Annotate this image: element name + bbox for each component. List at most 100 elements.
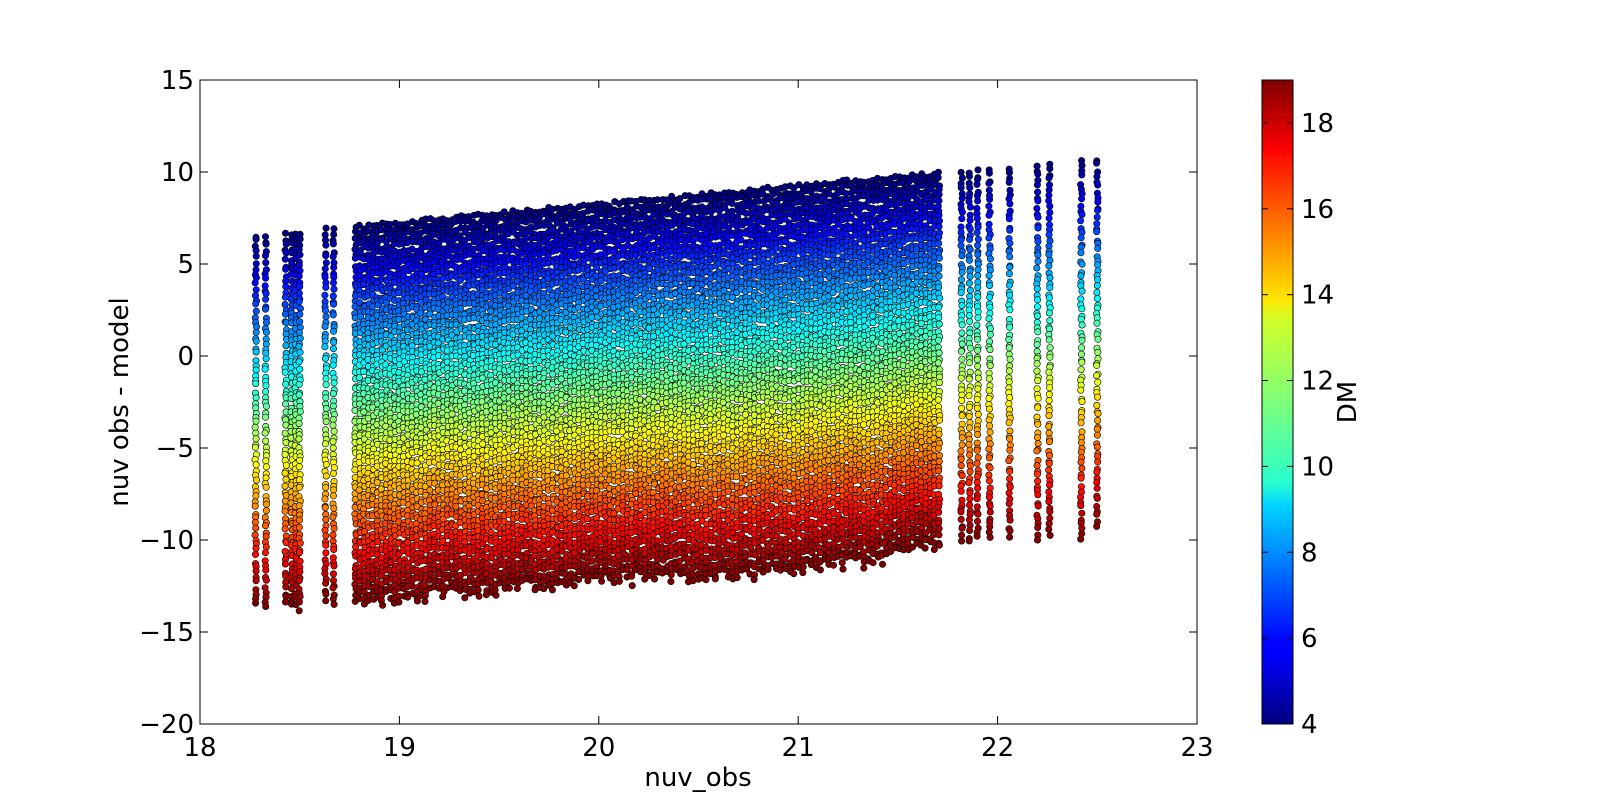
data-point: [296, 408, 304, 416]
data-point: [330, 285, 338, 293]
data-point: [1078, 260, 1086, 268]
data-point: [295, 523, 303, 531]
data-point: [966, 501, 974, 509]
data-point: [1034, 197, 1042, 205]
data-point: [965, 359, 973, 367]
data-point: [330, 427, 338, 435]
data-point: [282, 475, 290, 483]
data-point: [1045, 466, 1053, 474]
data-point: [330, 338, 338, 346]
data-point: [958, 524, 966, 532]
data-point: [1034, 491, 1042, 499]
data-point: [252, 550, 260, 558]
data-point: [1093, 288, 1101, 296]
data-point: [973, 495, 981, 503]
data-point: [974, 385, 982, 393]
data-point: [252, 379, 260, 387]
data-point: [958, 396, 966, 404]
data-point: [966, 246, 974, 254]
data-point: [1046, 508, 1054, 516]
data-point: [1077, 474, 1085, 482]
data-point: [281, 598, 289, 606]
data-point: [395, 598, 403, 606]
data-point: [973, 321, 981, 329]
data-point: [1093, 510, 1101, 518]
data-point: [322, 381, 330, 389]
data-point: [539, 550, 547, 558]
data-point: [295, 358, 303, 366]
data-point: [282, 400, 290, 408]
data-point: [1034, 188, 1042, 196]
data-point: [1006, 427, 1014, 435]
data-point: [1034, 257, 1042, 265]
data-point: [281, 451, 289, 459]
data-point: [575, 575, 583, 583]
data-point: [460, 387, 468, 395]
data-point: [252, 492, 260, 500]
data-point: [1077, 272, 1085, 280]
data-point: [281, 429, 289, 437]
data-point: [330, 524, 338, 532]
data-point: [1078, 358, 1086, 366]
data-point: [1034, 328, 1042, 336]
data-point: [957, 184, 965, 192]
data-point: [1093, 281, 1101, 289]
data-point: [1006, 393, 1014, 401]
data-point: [1006, 435, 1014, 443]
data-point: [1077, 295, 1085, 303]
data-point: [252, 235, 260, 243]
data-point: [329, 327, 337, 335]
data-point: [252, 417, 260, 425]
data-point: [329, 279, 337, 287]
data-point: [330, 263, 338, 271]
data-point: [295, 272, 303, 280]
data-point: [329, 390, 337, 398]
data-point: [965, 479, 973, 487]
data-point: [1093, 484, 1101, 492]
data-point: [1045, 396, 1053, 404]
data-point: [1006, 446, 1014, 454]
data-point: [262, 576, 270, 584]
data-point: [360, 368, 368, 376]
data-point: [1006, 355, 1014, 363]
data-point: [966, 203, 974, 211]
data-point: [1077, 249, 1085, 257]
data-point: [252, 366, 260, 374]
data-point: [1045, 368, 1053, 376]
data-point: [330, 600, 338, 608]
data-point: [329, 492, 337, 500]
data-point: [1093, 494, 1101, 502]
data-point: [1033, 264, 1041, 272]
data-point: [251, 531, 259, 539]
data-point: [261, 252, 269, 260]
data-point: [958, 268, 966, 276]
data-point: [1077, 386, 1085, 394]
data-point: [1093, 228, 1101, 236]
data-point: [321, 322, 329, 330]
data-point: [1006, 467, 1014, 475]
data-point: [322, 597, 330, 605]
data-point: [322, 590, 330, 598]
data-point: [321, 307, 329, 315]
data-point: [1006, 323, 1014, 331]
data-point: [1078, 350, 1086, 358]
data-point: [986, 428, 994, 436]
data-point: [251, 443, 259, 451]
data-point: [965, 537, 973, 545]
data-point: [329, 240, 337, 248]
data-point: [281, 310, 289, 318]
data-point: [1077, 502, 1085, 510]
data-point: [282, 380, 290, 388]
data-point: [957, 347, 965, 355]
data-point: [1046, 209, 1054, 217]
data-point: [1034, 502, 1042, 510]
data-point: [1093, 443, 1101, 451]
data-point: [1078, 464, 1086, 472]
data-point: [330, 562, 338, 570]
data-point: [330, 464, 338, 472]
data-point: [986, 362, 994, 370]
data-point: [985, 234, 993, 242]
data-point: [403, 539, 411, 547]
data-point: [974, 235, 982, 243]
